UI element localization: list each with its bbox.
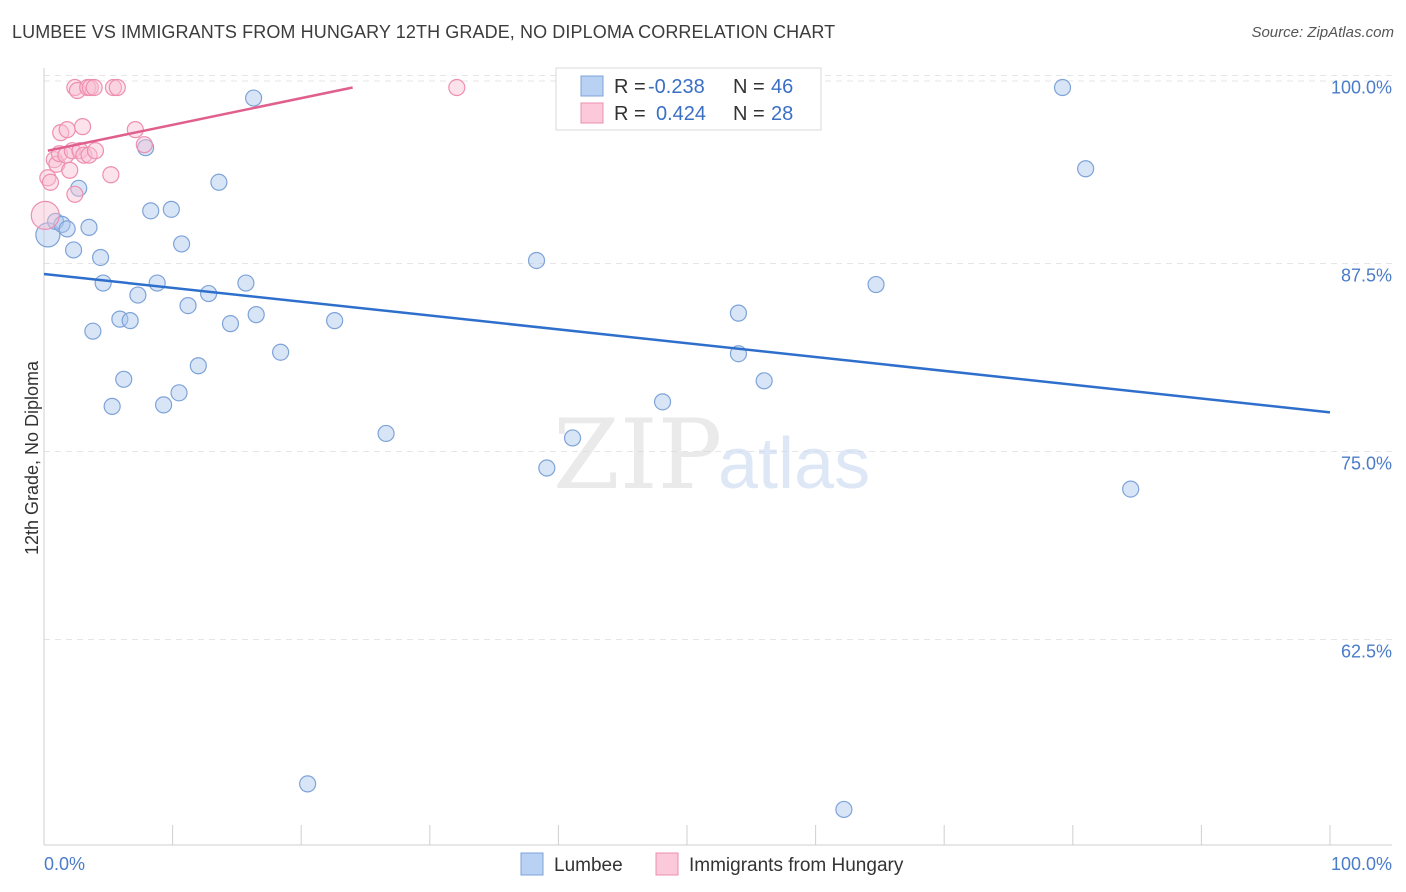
lumbee-point bbox=[299, 775, 317, 793]
lumbee-point bbox=[64, 241, 83, 259]
lumbee-point bbox=[538, 459, 556, 477]
bottom-legend: Lumbee Immigrants from Hungary bbox=[520, 852, 904, 876]
legend-n-label-1: N = bbox=[733, 76, 765, 98]
lumbee-point bbox=[653, 393, 672, 411]
source-label: Source: ZipAtlas.com bbox=[1251, 24, 1394, 41]
lumbee-point bbox=[142, 202, 160, 220]
watermark: ZIP atlas bbox=[553, 399, 870, 511]
hungary-point bbox=[104, 78, 123, 97]
lumbee-point bbox=[377, 424, 395, 443]
lumbee-point bbox=[326, 312, 344, 330]
y-tick-labels: 100.0% 87.5% 75.0% 62.5% bbox=[1331, 78, 1392, 662]
hungary-point bbox=[73, 118, 92, 136]
lumbee-point bbox=[1122, 480, 1140, 498]
lumbee-point bbox=[1053, 78, 1072, 97]
lumbee-point bbox=[154, 396, 173, 414]
hungary-point bbox=[108, 78, 126, 97]
lumbee-point bbox=[247, 306, 265, 324]
axes bbox=[43, 68, 1392, 846]
y-tick-label: 75.0% bbox=[1341, 454, 1392, 474]
lumbee-point bbox=[103, 397, 121, 415]
y-tick-label: 87.5% bbox=[1341, 266, 1392, 286]
lumbee-point bbox=[245, 89, 263, 107]
legend-swatch-hungary bbox=[580, 102, 604, 124]
lumbee-point bbox=[179, 297, 197, 315]
hungary-point bbox=[41, 173, 60, 191]
hungary-point bbox=[85, 78, 103, 97]
lumbee-points bbox=[35, 78, 1140, 819]
lumbee-point bbox=[148, 274, 166, 292]
lumbee-point bbox=[170, 384, 188, 402]
legend-r-value-2: 0.424 bbox=[656, 103, 706, 125]
lumbee-point bbox=[867, 275, 885, 294]
lumbee-point bbox=[80, 218, 98, 236]
lumbee-point bbox=[1077, 160, 1095, 178]
watermark-zip: ZIP bbox=[553, 399, 722, 511]
y-axis-label: 12th Grade, No Diploma bbox=[22, 360, 42, 555]
legend-r-label-2: R = bbox=[614, 103, 646, 125]
lumbee-point bbox=[189, 357, 207, 375]
hungary-point bbox=[102, 166, 120, 184]
lumbee-point bbox=[84, 322, 102, 340]
lumbee-point bbox=[121, 312, 139, 330]
lumbee-point bbox=[237, 274, 255, 292]
hungary-point bbox=[86, 142, 105, 160]
grid-lines bbox=[44, 75, 1392, 641]
lumbee-point bbox=[272, 343, 290, 361]
lumbee-point bbox=[115, 370, 133, 388]
hungary-point bbox=[30, 200, 60, 230]
x-tick-max: 100.0% bbox=[1331, 854, 1392, 874]
legend-n-value-1: 46 bbox=[771, 76, 793, 98]
bottom-legend-swatch-lumbee bbox=[520, 852, 544, 876]
lumbee-point bbox=[94, 274, 112, 292]
legend-n-label-2: N = bbox=[733, 103, 765, 125]
x-tick-min: 0.0% bbox=[44, 854, 85, 874]
lumbee-point bbox=[210, 173, 228, 191]
hungary-points bbox=[30, 78, 466, 230]
lumbee-point bbox=[129, 286, 147, 304]
hungary-point bbox=[58, 121, 76, 139]
lumbee-point bbox=[221, 315, 240, 333]
chart-title: LUMBEE VS IMMIGRANTS FROM HUNGARY 12TH G… bbox=[12, 22, 836, 42]
lumbee-point bbox=[91, 248, 110, 267]
legend-r-label-1: R = bbox=[614, 76, 646, 98]
lumbee-point bbox=[563, 429, 582, 447]
y-tick-label: 62.5% bbox=[1341, 642, 1392, 662]
bottom-legend-hungary: Immigrants from Hungary bbox=[689, 855, 904, 876]
watermark-atlas: atlas bbox=[718, 424, 870, 504]
legend-r-value-1: -0.238 bbox=[648, 76, 705, 98]
hungary-point bbox=[68, 81, 87, 100]
hungary-point bbox=[126, 121, 144, 139]
hungary-point bbox=[448, 78, 466, 97]
lumbee-point bbox=[755, 372, 773, 390]
x-tick-labels: 0.0% 100.0% bbox=[44, 854, 1392, 874]
hungary-point bbox=[61, 161, 79, 179]
trend-lines bbox=[43, 86, 1331, 414]
hungary-trend-line bbox=[47, 86, 353, 152]
legend-n-value-2: 28 bbox=[771, 103, 793, 125]
lumbee-point bbox=[527, 251, 546, 270]
lumbee-point bbox=[58, 220, 76, 238]
legend-swatch-lumbee bbox=[580, 75, 604, 97]
legend: R = -0.238 N = 46 R = 0.424 N = 28 bbox=[555, 67, 822, 131]
lumbee-point bbox=[173, 235, 191, 253]
bottom-legend-lumbee: Lumbee bbox=[554, 855, 623, 876]
hungary-point bbox=[135, 136, 153, 154]
bottom-legend-swatch-hungary bbox=[655, 852, 679, 876]
lumbee-point bbox=[835, 800, 853, 819]
lumbee-trend-line bbox=[43, 272, 1331, 414]
hungary-point bbox=[66, 185, 84, 203]
y-tick-label: 100.0% bbox=[1331, 78, 1392, 98]
hungary-point bbox=[81, 78, 99, 97]
lumbee-point bbox=[162, 200, 180, 218]
hungary-point bbox=[39, 169, 57, 187]
lumbee-point bbox=[729, 304, 748, 322]
